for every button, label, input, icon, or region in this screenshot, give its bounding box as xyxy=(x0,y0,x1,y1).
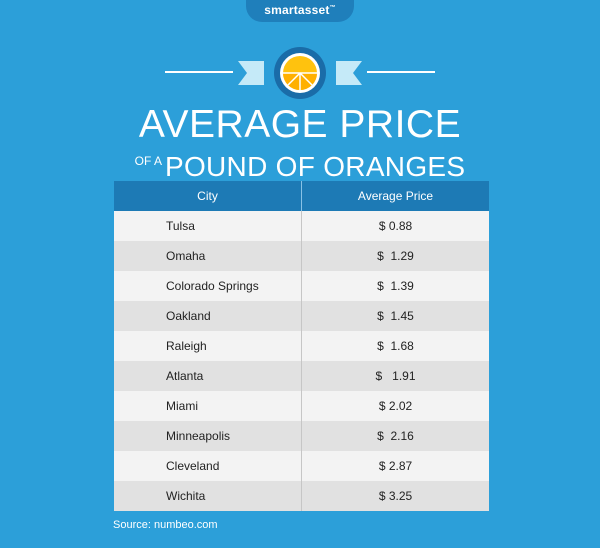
table-body: Tulsa $ 0.88 Omaha $ 1.29 Colorado Springs $ … xyxy=(114,211,489,511)
decorative-line-left xyxy=(165,71,233,73)
decorative-line-right xyxy=(367,71,435,73)
brand-logo: smartasset™ xyxy=(264,3,336,17)
city-cell: Wichita xyxy=(114,481,302,511)
subtitle-prefix: OF A xyxy=(134,154,162,168)
city-cell: Atlanta xyxy=(114,361,302,391)
city-cell: Omaha xyxy=(114,241,302,271)
city-cell: Tulsa xyxy=(114,211,302,241)
price-table: City Average Price Tulsa $ 0.88 Omaha $ 1.2… xyxy=(114,181,489,511)
table-row: Oakland $ 1.45 xyxy=(114,301,489,331)
price-cell: $ 2.87 xyxy=(378,459,413,473)
table-row: Cleveland $ 2.87 xyxy=(114,451,489,481)
chart-title: AVERAGE PRICE xyxy=(138,103,462,146)
table-row: Tulsa $ 0.88 xyxy=(114,211,489,241)
table-row: Colorado Springs $ 1.39 xyxy=(114,271,489,301)
city-cell: Miami xyxy=(114,391,302,421)
source-note: Source: numbeo.com xyxy=(113,519,218,531)
table-row: Raleigh $ 1.68 xyxy=(114,331,489,361)
ribbon-badge xyxy=(238,47,362,99)
price-cell: $ 1.29 xyxy=(377,249,414,263)
table-header: City Average Price xyxy=(114,181,489,211)
price-cell: $ 2.02 xyxy=(378,399,413,413)
price-cell: $ 0.88 xyxy=(378,219,413,233)
ribbon-right xyxy=(336,61,362,85)
table-row: Wichita $ 3.25 xyxy=(114,481,489,511)
city-cell: Minneapolis xyxy=(114,421,302,451)
table-row: Omaha $ 1.29 xyxy=(114,241,489,271)
table-row: Miami $ 2.02 xyxy=(114,391,489,421)
city-cell: Raleigh xyxy=(114,331,302,361)
ribbon-left xyxy=(238,61,264,85)
price-cell: $ 3.25 xyxy=(378,489,413,503)
price-cell: $ 1.91 xyxy=(375,369,416,383)
subtitle-main: POUND OF ORANGES xyxy=(164,151,466,182)
city-cell: Oakland xyxy=(114,301,302,331)
price-cell: $ 2.16 xyxy=(377,429,414,443)
table-row: Minneapolis $ 2.16 xyxy=(114,421,489,451)
city-cell: Colorado Springs xyxy=(114,271,302,301)
table-row: Atlanta $ 1.91 xyxy=(114,361,489,391)
brand-tab: smartasset™ xyxy=(246,0,354,22)
price-cell: $ 1.39 xyxy=(377,279,414,293)
chart-subtitle: OF A POUND OF ORANGES xyxy=(0,146,600,187)
orange-slice-icon xyxy=(280,53,320,93)
price-cell: $ 1.45 xyxy=(377,309,414,323)
city-cell: Cleveland xyxy=(114,451,302,481)
column-header-price: Average Price xyxy=(357,189,434,203)
price-cell: $ 1.68 xyxy=(377,339,414,353)
column-header-city: City xyxy=(114,181,302,211)
